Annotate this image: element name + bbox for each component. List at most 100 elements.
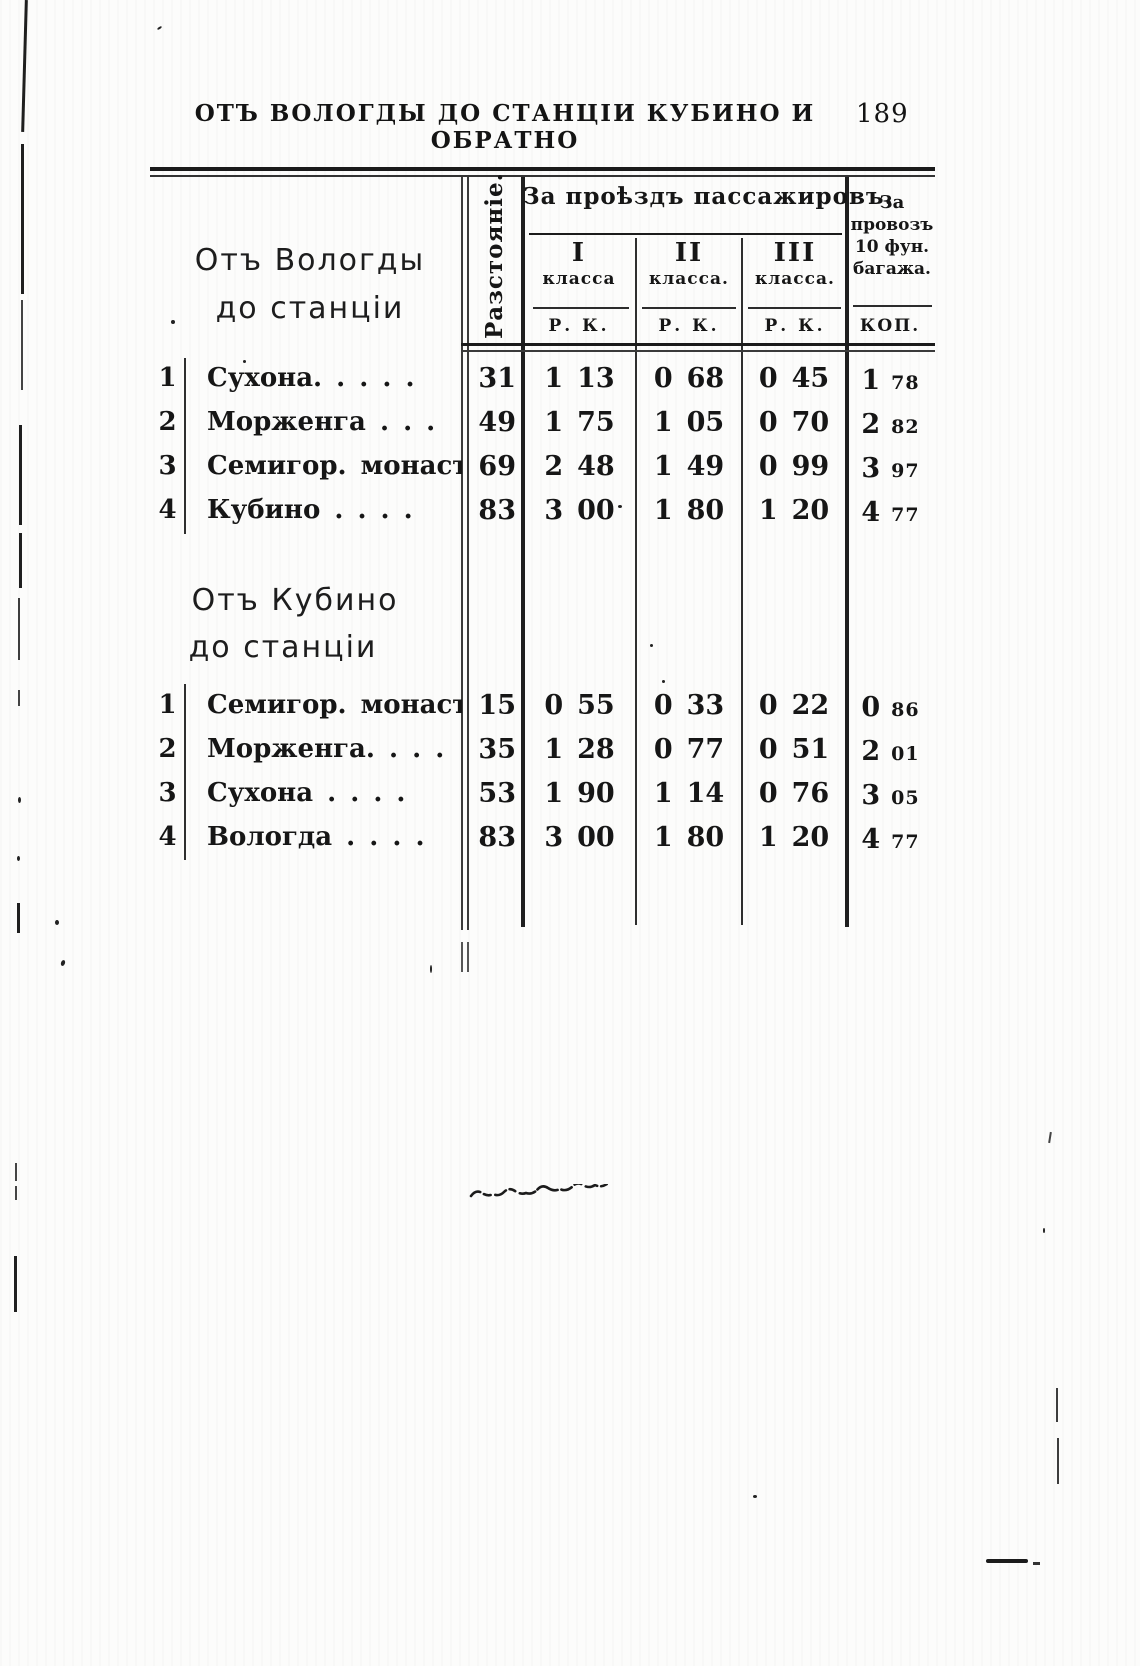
kopecks: 00: [577, 494, 615, 526]
rubles: 0: [544, 689, 564, 721]
fare-class2: 1 49: [636, 444, 742, 488]
table-row: 2 Морженга. . . . 35 1 28 0 77 0 51 2 01: [150, 727, 935, 771]
kopecks: 77: [686, 733, 725, 765]
class1-label: класса: [542, 269, 616, 289]
rubles: 3: [544, 821, 564, 853]
scan-artifact: [18, 598, 20, 660]
table-row: 3 Семигор. монаст. 69 2 48 1 49 0 99 3 97: [150, 444, 935, 488]
table-row: 4 Вологда . . . . 83 3 00 1 80 1 20 4 77: [150, 815, 935, 859]
fare-class1: 1 13: [523, 356, 636, 400]
section-end-squiggle: [469, 1184, 609, 1198]
scan-artifact: [17, 856, 20, 861]
rubles: 1: [653, 450, 673, 482]
row-number: 2: [158, 407, 177, 437]
rule-header-bottom-thin: [461, 350, 935, 352]
kopecks: 05: [686, 406, 725, 438]
rubles: 0: [653, 689, 673, 721]
rubles: 1: [653, 777, 673, 809]
rule-v-double-b: [467, 177, 469, 930]
class1-header: I класса: [529, 238, 629, 290]
rule-under-class3: [748, 307, 841, 309]
scan-artifact: [986, 1559, 1028, 1563]
kopecks: 82: [891, 416, 920, 438]
baggage-fare: 4 77: [846, 488, 935, 532]
scan-artifact: [430, 965, 432, 973]
group2-title-line1: Отъ Кубино: [191, 583, 399, 618]
kopecks: 49: [686, 450, 725, 482]
rule-number-divider-g1: [184, 358, 186, 534]
station-name: Семигор. монаст.: [207, 690, 462, 720]
fare-class3: 0 99: [742, 444, 846, 488]
distance-column-header: Разстояніе.: [481, 172, 508, 339]
baggage-unit: КОП.: [859, 316, 921, 336]
rule-v-double-a: [461, 177, 463, 930]
rubles: 0: [758, 450, 778, 482]
kopecks: 51: [791, 733, 830, 765]
scan-artifact: [1033, 1562, 1040, 1565]
rubles: 1: [544, 777, 564, 809]
kopecks: 80: [686, 494, 725, 526]
scan-artifact: [60, 959, 66, 967]
kopecks: 28: [577, 733, 615, 765]
rubles: 1: [653, 406, 673, 438]
kopecks: 22: [791, 689, 830, 721]
fare-class3: 1 20: [742, 488, 846, 532]
rubles: 3: [861, 780, 881, 811]
rubles: 1: [758, 494, 778, 526]
group2-title-line2: до станціи: [188, 630, 378, 665]
baggage-fare: 0 86: [846, 683, 935, 727]
class2-header: II класса.: [639, 238, 739, 290]
class2-label: класса.: [649, 269, 729, 289]
scan-artifact: [650, 644, 653, 647]
scan-artifact: [618, 505, 622, 508]
rubles: 0: [758, 362, 778, 394]
baggage-fare: 2 01: [846, 727, 935, 771]
class2-numeral: II: [674, 238, 704, 268]
rubles: 1: [653, 494, 673, 526]
row-number: 1: [158, 690, 177, 720]
rule-under-banner: [529, 233, 842, 235]
kopecks: 75: [577, 406, 615, 438]
scan-artifact: [753, 1495, 757, 1498]
scan-artifact: [19, 425, 22, 525]
class1-unit: Р. К.: [548, 316, 610, 336]
class3-header: III класса.: [745, 238, 845, 290]
scan-artifact: [1057, 1438, 1059, 1484]
rule-under-class1: [533, 307, 629, 309]
distance-value: 83: [478, 494, 516, 526]
scan-artifact: [1056, 1388, 1058, 1422]
rubles: 0: [653, 362, 673, 394]
rule-v-thick-1: [521, 177, 525, 927]
rubles: 1: [544, 406, 564, 438]
fare-class3: 1 20: [742, 815, 846, 859]
class2-unit: Р. К.: [658, 316, 720, 336]
fare-class1: 1 90: [523, 771, 636, 815]
rule-under-baggage: [853, 305, 932, 307]
rule-v-thick-2: [845, 177, 849, 927]
table-row: 4 Кубино . . . . 83 3 00 1 80 1 20 4 77: [150, 488, 935, 532]
scan-artifact: [21, 144, 24, 294]
fare-class1: 1 75: [523, 400, 636, 444]
kopecks: 20: [791, 494, 830, 526]
row-number: 4: [158, 822, 177, 852]
class1-numeral: I: [571, 238, 587, 268]
fare-class2: 1 80: [636, 815, 742, 859]
scan-artifact: [18, 690, 20, 706]
station-name: Сухона . . . .: [207, 778, 406, 808]
kopecks: 45: [791, 362, 830, 394]
group1-title-line2: до станціи: [215, 291, 405, 326]
fare-class1: 2 48: [523, 444, 636, 488]
scan-artifact: [55, 920, 59, 925]
distance-value: 53: [478, 777, 516, 809]
rubles: 4: [861, 824, 881, 855]
group1-title-line1: Отъ Вологды: [194, 243, 426, 278]
rubles: 2: [861, 736, 881, 767]
fare-class3: 0 51: [742, 727, 846, 771]
rubles: 0: [861, 692, 881, 723]
distance-value: 35: [478, 733, 516, 765]
rule-header-bottom-thick: [461, 343, 935, 346]
fare-class3: 0 70: [742, 400, 846, 444]
kopecks: 05: [891, 787, 920, 809]
baggage-fare: 1 78: [846, 356, 935, 400]
